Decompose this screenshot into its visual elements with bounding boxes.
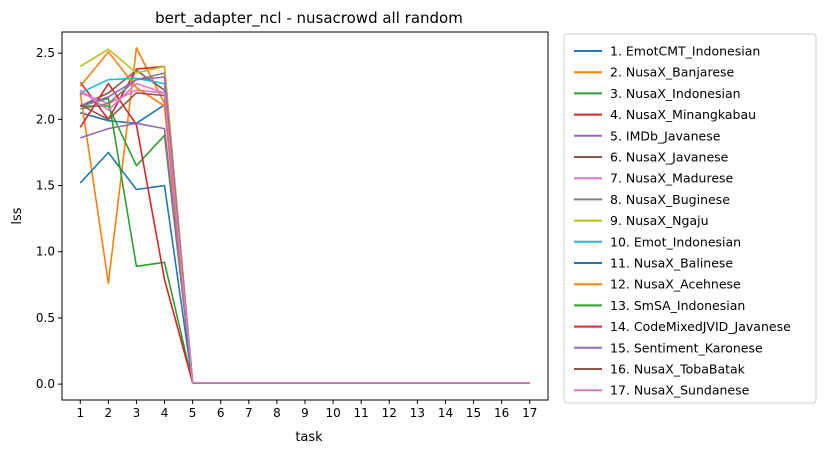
series-line-10 [79, 77, 530, 384]
series-line-2 [79, 47, 530, 384]
plot-frame [61, 31, 549, 401]
legend-entry: 15. Sentiment_Karonese [610, 340, 763, 355]
x-tick-label: 2 [105, 406, 113, 420]
y-axis-label: lss [10, 207, 25, 224]
legend-entry: 11. NusaX_Balinese [610, 256, 733, 271]
legend-entry: 2. NusaX_Banjarese [610, 65, 735, 80]
series-line-3 [80, 105, 530, 384]
y-tick-label: 0.5 [36, 311, 55, 325]
x-tick-label: 5 [189, 406, 197, 420]
x-tick-label: 15 [466, 406, 481, 420]
x-tick-label: 4 [161, 406, 169, 420]
y-tick-label: 2.0 [36, 112, 55, 126]
legend-entry: 17. NusaX_Sundanese [610, 383, 750, 398]
plot-lines [79, 47, 530, 384]
legend-entry: 3. NusaX_Indonesian [610, 86, 741, 101]
x-tick-label: 16 [494, 406, 509, 420]
series-line-5 [80, 122, 530, 384]
series-line-4 [79, 65, 530, 384]
series-line-14 [79, 82, 530, 384]
x-tick-label: 14 [438, 406, 453, 420]
x-tick-label: 7 [245, 406, 253, 420]
legend-entry: 16. NusaX_TobaBatak [610, 362, 746, 377]
x-axis-ticks: 1 2 3 4 5 6 7 8 9 10 11 12 13 14 15 16 17 [76, 400, 537, 420]
y-tick-label: 0.0 [36, 377, 55, 391]
series-line-12 [79, 51, 530, 384]
legend-entry: 9. NusaX_Ngaju [610, 213, 709, 228]
x-tick-label: 3 [133, 406, 141, 420]
legend-entry: 10. Emot_Indonesian [610, 234, 741, 249]
x-tick-label: 1 [76, 406, 84, 420]
legend-entry: 5. IMDb_Javanese [610, 128, 721, 143]
x-axis-label: task [295, 430, 323, 445]
legend-entry: 4. NusaX_Minangkabau [610, 107, 756, 122]
x-tick-label: 12 [382, 406, 397, 420]
series-line-6 [79, 69, 530, 384]
legend-frame [563, 33, 817, 404]
legend-entry: 12. NusaX_Acehnese [610, 277, 741, 292]
legend-entry: 14. CodeMixedJVID_Javanese [610, 319, 791, 334]
legend-entry: 7. NusaX_Madurese [610, 171, 734, 186]
y-tick-label: 1.0 [36, 245, 55, 259]
x-tick-label: 8 [273, 406, 281, 420]
chart-title: bert_adapter_ncl - nusacrowd all random [155, 9, 463, 28]
series-line-16 [79, 92, 530, 384]
series-line-17 [79, 82, 530, 384]
y-axis-ticks: 0.0 0.5 1.0 1.5 2.0 2.5 [36, 46, 62, 391]
series-line-13 [80, 97, 530, 384]
x-tick-label: 11 [354, 406, 369, 420]
series-line-7 [80, 89, 530, 384]
legend: 1. EmotCMT_Indonesian 2. NusaX_Banjarese 3… [563, 33, 817, 404]
legend-entry: 6. NusaX_Javanese [610, 150, 729, 165]
x-tick-label: 9 [301, 406, 309, 420]
legend-entry: 1. EmotCMT_Indonesian [610, 44, 760, 59]
legend-entry: 13. SmSA_Indonesian [610, 298, 745, 313]
y-tick-label: 1.5 [36, 179, 55, 193]
y-tick-label: 2.5 [36, 46, 55, 60]
legend-entry: 8. NusaX_Buginese [610, 192, 730, 207]
series-line-15 [80, 76, 530, 384]
x-tick-label: 17 [522, 406, 537, 420]
series-line-8 [80, 72, 530, 384]
series-line-9 [79, 48, 530, 384]
series-line-1 [80, 104, 530, 384]
x-tick-label: 10 [325, 406, 340, 420]
x-tick-label: 6 [217, 406, 225, 420]
x-tick-label: 13 [410, 406, 425, 420]
